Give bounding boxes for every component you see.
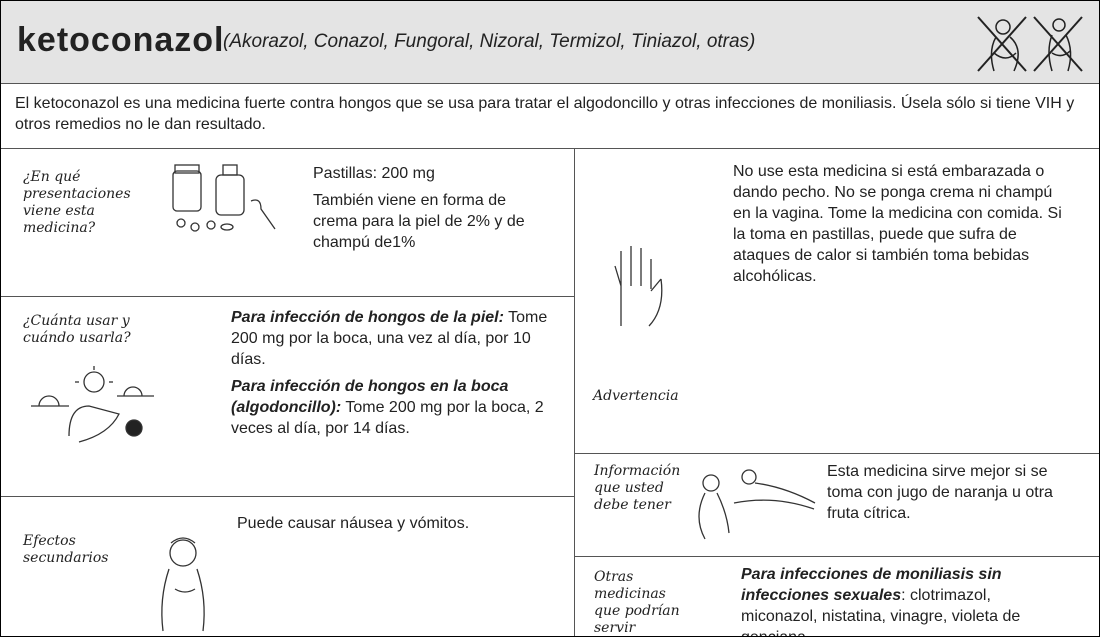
- divider: [574, 556, 1099, 557]
- divider: [1, 496, 574, 497]
- warning-icons: [977, 16, 1083, 72]
- paragraph: No use esta medicina si está embarazada …: [733, 163, 1062, 285]
- section-text: No use esta medicina si está embarazada …: [733, 161, 1073, 293]
- text: Tome 200 mg por la boca, 2 veces al día,…: [231, 399, 544, 437]
- section-text: Para infección de hongos de la piel: Tom…: [231, 307, 561, 445]
- section-label: ¿En qué presentaciones viene esta medici…: [23, 169, 131, 236]
- paragraph: Pastillas: 200 mg: [313, 165, 435, 182]
- hand-illustration: [614, 246, 663, 327]
- section-text: Puede causar náusea y vómitos.: [237, 513, 477, 540]
- header: ketoconazol (Akorazol, Conazol, Fungoral…: [1, 1, 1099, 84]
- divider: [1, 148, 1099, 149]
- divider: [574, 148, 575, 636]
- paragraph: Puede causar náusea y vómitos.: [237, 515, 470, 532]
- pills-illustration: [172, 164, 276, 232]
- section-label: Advertencia: [593, 388, 679, 404]
- sun-illustration: [31, 366, 154, 443]
- lead: Para infección de hongos de la piel:: [231, 309, 504, 326]
- section-text: Para infecciones de moniliasis sin infec…: [741, 564, 1071, 636]
- section-label: Otras medicinas que podrían servir: [594, 569, 680, 636]
- paragraph: Para infección de hongos en la boca (alg…: [231, 376, 561, 439]
- section-label: ¿Cuánta usar y cuándo usarla?: [23, 313, 131, 346]
- section-label: Información que usted debe tener: [594, 463, 681, 513]
- text: Tome 200 mg por la boca, una vez al día,…: [231, 309, 548, 368]
- divider: [1, 296, 574, 297]
- subtitle: (Akorazol, Conazol, Fungoral, Nizoral, T…: [223, 31, 756, 52]
- paragraph: Para infecciones de moniliasis sin infec…: [741, 564, 1071, 636]
- care-illustration: [698, 469, 816, 540]
- section-text: Pastillas: 200 mg También viene en forma…: [313, 163, 553, 259]
- title: ketoconazol: [17, 21, 225, 59]
- paragraph: Esta medicina sirve mejor si se toma con…: [827, 463, 1053, 522]
- paragraph: Para infección de hongos de la piel: Tom…: [231, 307, 561, 370]
- text: : clotrimazol, miconazol, nistatina, vin…: [741, 587, 1021, 636]
- paragraph: También viene en forma de crema para la …: [313, 192, 525, 251]
- divider: [574, 453, 1099, 454]
- lead: Para infecciones de moniliasis sin infec…: [741, 566, 1002, 604]
- nausea-illustration: [161, 537, 205, 632]
- section-label: Efectos secundarios: [23, 533, 109, 566]
- lead: Para infección de hongos en la boca (alg…: [231, 378, 509, 416]
- intro: El ketoconazol es una medicina fuerte co…: [15, 95, 1075, 133]
- section-text: Esta medicina sirve mejor si se toma con…: [827, 461, 1067, 530]
